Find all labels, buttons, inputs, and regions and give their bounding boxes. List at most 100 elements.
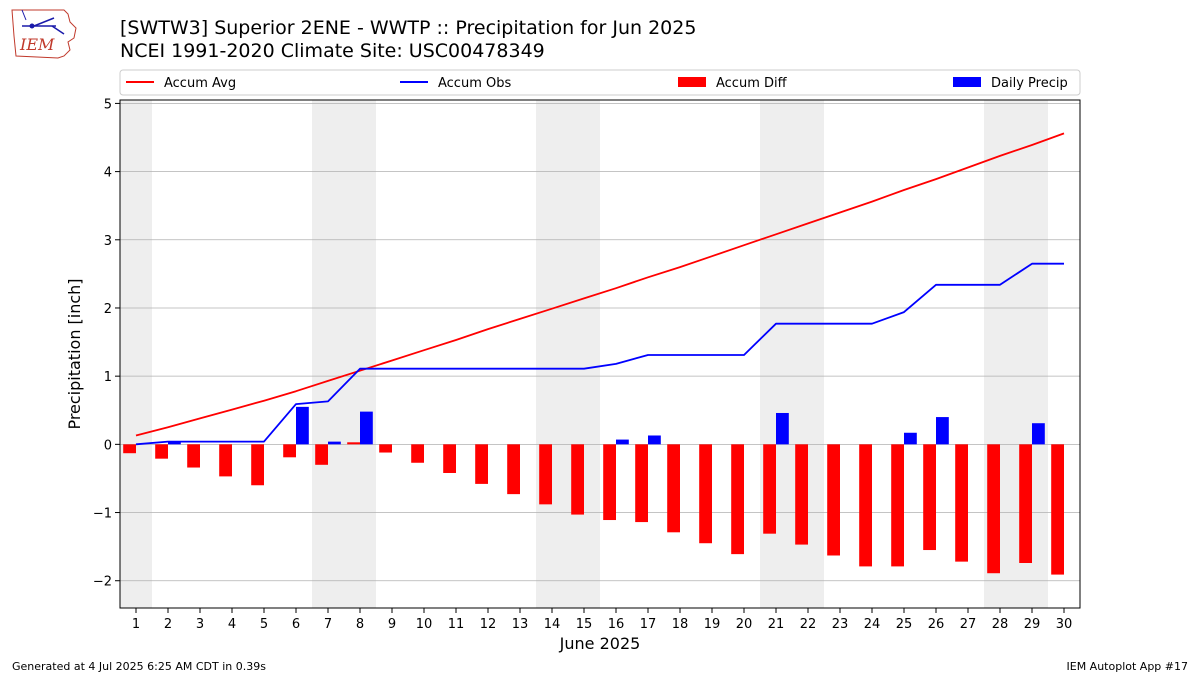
x-tick-label: 22 <box>800 617 817 632</box>
accum-diff-bar <box>475 444 488 484</box>
daily-precip-bar <box>616 439 629 445</box>
x-tick-label: 26 <box>928 617 945 632</box>
x-tick-label: 15 <box>576 617 593 632</box>
accum-obs-line <box>135 262 1064 446</box>
x-tick-label: 27 <box>960 617 977 632</box>
x-tick-label: 2 <box>164 617 172 632</box>
x-tick-label: 1 <box>132 617 140 632</box>
accum-diff-bar <box>539 444 552 505</box>
accum-diff-bar <box>635 444 648 523</box>
accum-diff-bar <box>315 444 328 465</box>
legend-box <box>119 69 1081 96</box>
x-tick-label: 11 <box>448 617 465 632</box>
x-tick-label: 10 <box>416 617 433 632</box>
x-tick-label: 9 <box>388 617 396 632</box>
accum-avg-line <box>135 132 1065 437</box>
weekend-shade <box>536 100 568 608</box>
iem-logo: IEM <box>11 9 77 59</box>
y-tick-label: 4 <box>104 166 112 181</box>
x-tick-label: 13 <box>512 617 529 632</box>
x-tick-label: 29 <box>1024 617 1041 632</box>
daily-precip-bar <box>936 417 949 445</box>
iowa-outline-icon <box>11 9 77 59</box>
accum-diff-bar <box>667 444 680 533</box>
accum-diff-bar <box>347 442 360 445</box>
accum-diff-bar <box>571 444 584 515</box>
x-tick-label: 21 <box>768 617 785 632</box>
accum-diff-bar <box>1051 444 1064 575</box>
accum-diff-bar <box>603 444 616 521</box>
legend-accum-avg-label: Accum Avg <box>164 76 236 91</box>
daily-precip-bar <box>296 406 309 445</box>
accum-diff-bar <box>827 444 840 556</box>
x-tick-label: 4 <box>228 617 236 632</box>
y-tick-label: 1 <box>104 370 112 385</box>
legend-daily-precip-swatch <box>953 77 981 87</box>
y-tick-label: 0 <box>104 438 112 453</box>
weekend-shade <box>344 100 376 608</box>
accum-diff-bar <box>1019 444 1032 563</box>
accum-diff-bar <box>987 444 1000 574</box>
app-credit: IEM Autoplot App #17 <box>1066 660 1189 673</box>
daily-precip-bar <box>168 441 181 445</box>
generated-timestamp: Generated at 4 Jul 2025 6:25 AM CDT in 0… <box>12 660 266 673</box>
accum-diff-bar <box>923 444 936 551</box>
y-tick-label: −1 <box>93 507 112 522</box>
y-tick-label: 2 <box>104 302 112 317</box>
x-tick-label: 7 <box>324 617 332 632</box>
accum-diff-bar <box>219 444 232 477</box>
x-tick-label: 23 <box>832 617 849 632</box>
x-tick-label: 16 <box>608 617 625 632</box>
accum-diff-bar <box>699 444 712 544</box>
x-tick-label: 19 <box>704 617 721 632</box>
logo-text: IEM <box>19 35 55 54</box>
x-tick-label: 17 <box>640 617 657 632</box>
daily-precip-bar <box>776 412 789 445</box>
weekend-shade <box>568 100 600 608</box>
y-axis-label: Precipitation [inch] <box>65 278 84 429</box>
y-tick-label: −2 <box>93 575 112 590</box>
accum-diff-bar <box>283 444 296 458</box>
x-tick-label: 24 <box>864 617 881 632</box>
plot-frame <box>119 99 1081 609</box>
accum-diff-bar <box>795 444 808 545</box>
accum-diff-bar <box>891 444 904 567</box>
legend-accum-diff-swatch <box>678 77 706 87</box>
y-tick-label: 5 <box>104 97 112 112</box>
x-tick-label: 30 <box>1056 617 1073 632</box>
x-axis-label: June 2025 <box>559 634 641 653</box>
weekend-shade <box>120 100 152 608</box>
legend-daily-precip-label: Daily Precip <box>991 76 1068 91</box>
daily-precip-bar <box>648 435 661 445</box>
legend-accum-obs-label: Accum Obs <box>438 76 511 91</box>
y-tick-label: 3 <box>104 234 112 249</box>
x-tick-label: 5 <box>260 617 268 632</box>
weekend-shade <box>312 100 344 608</box>
daily-precip-bar <box>328 441 341 445</box>
x-tick-label: 20 <box>736 617 753 632</box>
x-tick-label: 6 <box>292 617 300 632</box>
accum-diff-bar <box>187 444 200 468</box>
accum-diff-bar <box>155 444 168 459</box>
x-tick-label: 28 <box>992 617 1009 632</box>
accum-diff-bar <box>379 444 392 453</box>
accum-diff-bar <box>251 444 264 486</box>
accum-diff-bar <box>123 444 136 454</box>
chart-title: [SWTW3] Superior 2ENE - WWTP :: Precipit… <box>120 17 697 39</box>
x-tick-label: 25 <box>896 617 913 632</box>
x-tick-label: 14 <box>544 617 561 632</box>
chart-subtitle: NCEI 1991-2020 Climate Site: USC00478349 <box>120 40 545 62</box>
x-tick-label: 8 <box>356 617 364 632</box>
daily-precip-bar <box>904 432 917 445</box>
x-tick-label: 18 <box>672 617 689 632</box>
accum-diff-bar <box>763 444 776 534</box>
accum-diff-bar <box>507 444 520 495</box>
accum-diff-bar <box>731 444 744 555</box>
accum-diff-bar <box>443 444 456 473</box>
accum-diff-bar <box>859 444 872 567</box>
accum-diff-bar <box>955 444 968 562</box>
daily-precip-bar <box>1032 423 1045 445</box>
accum-diff-bar <box>411 444 424 463</box>
x-tick-label: 3 <box>196 617 204 632</box>
